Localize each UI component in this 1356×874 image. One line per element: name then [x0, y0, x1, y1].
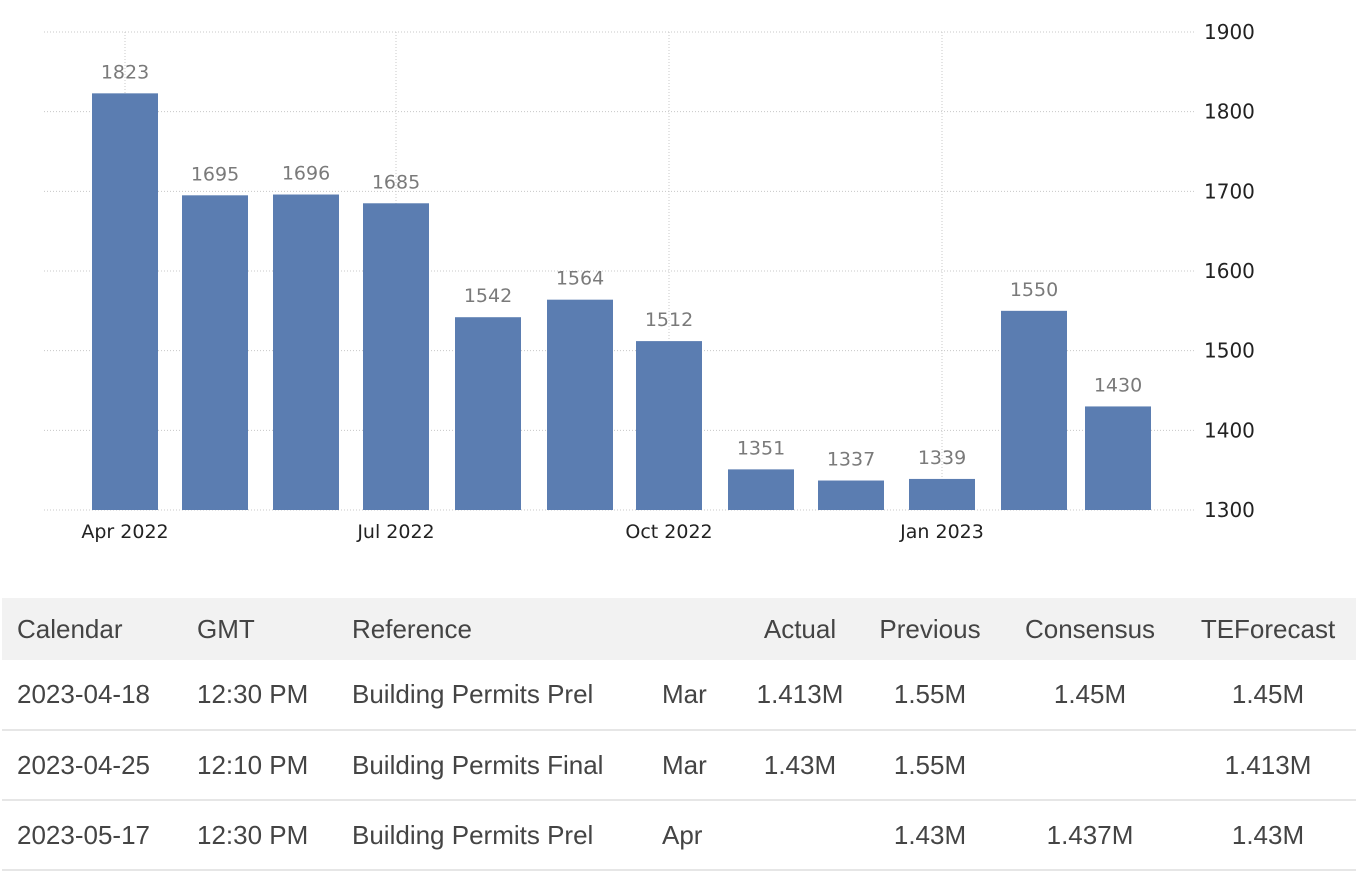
y-tick-label: 1700 — [1204, 179, 1255, 203]
bar-value-label: 1339 — [918, 447, 966, 469]
x-tick-label: Jan 2023 — [899, 521, 984, 543]
cell-gmt: 12:10 PM — [197, 749, 309, 780]
y-tick-label: 1300 — [1204, 498, 1255, 522]
bar[interactable] — [1085, 406, 1151, 510]
cell-period: Mar — [662, 679, 707, 709]
cell-calendar: 2023-04-25 — [17, 749, 150, 780]
bar-value-label: 1351 — [737, 437, 785, 459]
chart-x-axis: Apr 2022 Jul 2022 Oct 2022 Jan 2023 — [81, 521, 983, 543]
bar-value-label: 1550 — [1010, 279, 1058, 301]
cell-previous: 1.55M — [893, 679, 967, 709]
table-row: 2023-04-18 12:30 PM Building Permits Pre… — [2, 660, 1356, 730]
bar[interactable] — [909, 478, 975, 510]
cell-period: Apr — [662, 819, 703, 850]
bar[interactable] — [818, 480, 884, 510]
cell-teforecast: 1.45M — [1231, 679, 1305, 709]
bar[interactable] — [182, 195, 248, 511]
cell-actual: 1.43M — [763, 749, 837, 780]
calendar-table-header: Calendar GMT Reference Actual Previous C… — [2, 598, 1356, 660]
cell-reference[interactable]: Building Permits Prel — [352, 819, 594, 850]
cell-consensus — [1000, 730, 1180, 800]
bar[interactable] — [455, 317, 521, 510]
y-tick-label: 1900 — [1204, 20, 1255, 44]
bar[interactable] — [363, 203, 429, 511]
header-period — [662, 598, 740, 660]
cell-consensus: 1.437M — [1046, 819, 1134, 850]
cell-calendar: 2023-04-18 — [17, 679, 150, 709]
cell-actual — [740, 800, 860, 870]
cell-teforecast: 1.43M — [1231, 819, 1305, 850]
table-row: 2023-05-17 12:30 PM Building Permits Pre… — [2, 800, 1356, 870]
cell-previous: 1.55M — [893, 749, 967, 780]
bar[interactable] — [1001, 310, 1067, 510]
bar-value-label: 1430 — [1094, 374, 1142, 396]
cell-calendar: 2023-05-17 — [17, 819, 150, 850]
y-tick-label: 1600 — [1204, 259, 1255, 283]
header-actual: Actual — [763, 613, 837, 644]
header-previous: Previous — [879, 613, 981, 644]
cell-teforecast: 1.413M — [1224, 749, 1312, 780]
y-tick-label: 1500 — [1204, 339, 1255, 363]
header-teforecast: TEForecast — [1200, 613, 1336, 644]
bar[interactable] — [636, 341, 702, 510]
chart-y-axis: 1300 1400 1500 1600 1700 1800 1900 — [1204, 20, 1255, 522]
bar[interactable] — [728, 469, 794, 510]
x-tick-label: Jul 2022 — [356, 521, 434, 543]
bar-value-label: 1564 — [556, 268, 604, 290]
x-tick-label: Oct 2022 — [625, 521, 712, 543]
bar[interactable] — [273, 194, 339, 510]
building-permits-bar-chart: 1823 1695 1696 1685 1542 1564 1512 1351 1337 1339… — [44, 20, 1255, 543]
calendar-table: Calendar GMT Reference Actual Previous C… — [2, 598, 1356, 871]
chart-bars — [92, 93, 1151, 511]
bar[interactable] — [92, 93, 158, 511]
y-tick-label: 1800 — [1204, 100, 1255, 124]
bar-value-label: 1696 — [282, 163, 330, 185]
cell-period: Mar — [662, 749, 707, 780]
bar-value-label: 1512 — [645, 309, 693, 331]
cell-actual: 1.413M — [756, 679, 844, 709]
header-reference: Reference — [352, 613, 472, 644]
header-gmt: GMT — [197, 613, 255, 644]
bar-value-label: 1542 — [464, 285, 512, 307]
cell-consensus: 1.45M — [1053, 679, 1127, 709]
cell-gmt: 12:30 PM — [197, 819, 309, 850]
cell-previous: 1.43M — [893, 819, 967, 850]
table-row: 2023-04-25 12:10 PM Building Permits Fin… — [2, 730, 1356, 800]
x-tick-label: Apr 2022 — [81, 521, 168, 543]
cell-reference[interactable]: Building Permits Prel — [352, 679, 594, 709]
bar-value-label: 1823 — [101, 61, 149, 83]
bar-value-label: 1685 — [372, 171, 420, 193]
chart-value-labels: 1823 1695 1696 1685 1542 1564 1512 1351 1337 1339… — [101, 61, 1142, 470]
cell-reference[interactable]: Building Permits Final — [352, 749, 604, 780]
bar-value-label: 1695 — [191, 163, 239, 185]
header-calendar: Calendar — [17, 613, 123, 644]
header-consensus: Consensus — [1024, 613, 1156, 644]
cell-gmt: 12:30 PM — [197, 679, 309, 709]
y-tick-label: 1400 — [1204, 418, 1255, 442]
bar-value-label: 1337 — [827, 449, 875, 471]
bar[interactable] — [547, 299, 613, 510]
